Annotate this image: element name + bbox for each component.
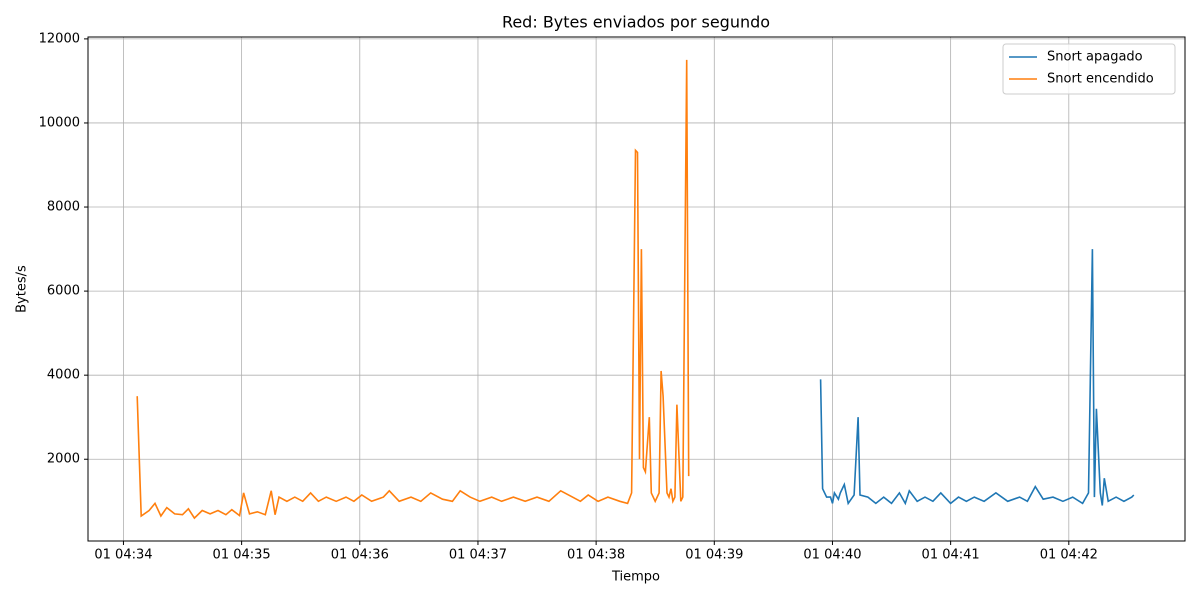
series-line xyxy=(136,59,690,520)
chart-title: Red: Bytes enviados por segundo xyxy=(502,13,770,32)
y-tick-label: 6000 xyxy=(47,284,80,299)
y-tick-label: 8000 xyxy=(47,200,80,215)
legend-label: Snort encendido xyxy=(1047,72,1154,87)
x-tick-label: 01 04:36 xyxy=(331,548,389,563)
series-line xyxy=(819,249,1135,506)
legend: Snort apagado Snort encendido xyxy=(1002,43,1176,95)
legend-label: Snort apagado xyxy=(1047,50,1143,65)
x-axis-label: Tiempo xyxy=(611,570,660,585)
y-axis-label: Bytes/s xyxy=(15,265,30,313)
y-tick-label: 10000 xyxy=(39,115,80,130)
y-tick-label: 4000 xyxy=(47,368,80,383)
x-tick-label: 01 04:34 xyxy=(94,548,152,563)
x-tick-label: 01 04:39 xyxy=(685,548,743,563)
x-tick-label: 01 04:41 xyxy=(922,548,980,563)
y-tick-label: 12000 xyxy=(39,31,80,46)
x-tick-label: 01 04:35 xyxy=(213,548,271,563)
plot-frame xyxy=(87,36,1186,542)
x-tick-label: 01 04:42 xyxy=(1040,548,1098,563)
x-tick-label: 01 04:37 xyxy=(449,548,507,563)
x-tick-label: 01 04:38 xyxy=(567,548,625,563)
y-tick-label: 2000 xyxy=(47,452,80,467)
x-tick-label: 01 04:40 xyxy=(803,548,861,563)
legend-box xyxy=(1002,43,1176,95)
